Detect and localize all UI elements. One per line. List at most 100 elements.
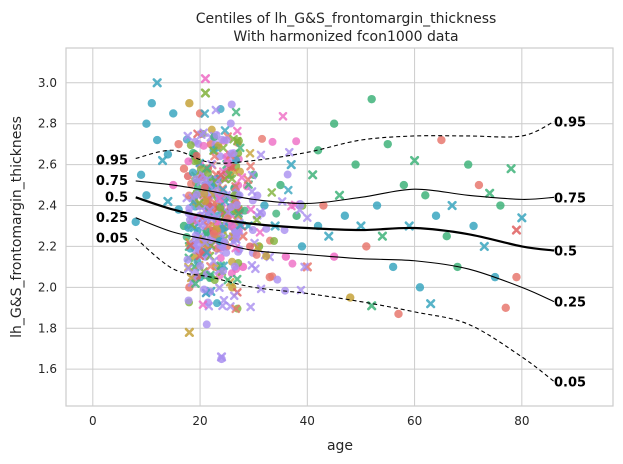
data-point-circle [394, 309, 403, 319]
centile-line-0-75 [135, 180, 555, 205]
data-point-circle [186, 141, 195, 150]
data-point-x [256, 150, 266, 160]
data-point-x [235, 143, 245, 153]
centile-label-right: 0.75 [554, 191, 586, 206]
data-point-circle [501, 303, 510, 313]
y-tick-label: 1.6 [38, 362, 57, 376]
data-point-x [216, 352, 227, 362]
data-point-circle [273, 275, 282, 284]
y-tick-label: 2.0 [38, 280, 57, 294]
centile-label-left: 0.05 [96, 231, 128, 246]
data-point-circle [512, 272, 521, 282]
data-point-x [233, 126, 242, 136]
data-point-circle [142, 191, 151, 200]
data-point-circle [362, 242, 371, 251]
data-point-circle [207, 125, 216, 134]
y-tick-label: 2.6 [38, 158, 57, 172]
data-point-x [409, 155, 420, 166]
data-point-x [209, 256, 218, 266]
data-point-circle [372, 201, 382, 210]
ticks-layer: 0 20 40 60 80 1.6 1.8 2.0 2.2 2.4 2.6 2.8 3.0 [38, 76, 530, 428]
data-point-circle [226, 119, 235, 128]
data-point-x [200, 109, 210, 118]
data-point-circle [415, 283, 425, 292]
data-point-circle [188, 168, 197, 177]
data-point-x [186, 240, 195, 250]
data-point-x [198, 300, 208, 309]
data-point-x [308, 170, 318, 180]
data-point-x [196, 177, 206, 187]
data-point-circle [147, 99, 157, 108]
data-point-x [237, 173, 247, 182]
data-point-x [247, 187, 257, 196]
data-point-x [246, 205, 256, 214]
data-point-circle [464, 160, 473, 169]
data-point-circle [340, 211, 350, 220]
data-point-x [300, 262, 309, 272]
x-tick-label: 20 [192, 414, 207, 428]
data-point-x [267, 188, 277, 197]
data-point-circle [202, 320, 211, 329]
data-point-x [157, 155, 168, 166]
data-point-circle [288, 259, 297, 268]
data-point-circle [292, 211, 301, 220]
x-tick-label: 40 [300, 414, 315, 428]
data-point-circle [292, 137, 301, 146]
x-tick-label: 80 [514, 414, 529, 428]
data-point-x [334, 190, 345, 200]
y-tick-label: 3.0 [38, 76, 57, 90]
data-point-circle [351, 160, 360, 169]
data-point-x [232, 274, 242, 284]
data-point-x [226, 302, 235, 311]
data-point-x [447, 200, 457, 211]
data-point-circle [442, 232, 451, 241]
data-point-x [215, 283, 224, 292]
data-point-x [152, 78, 162, 88]
data-point-circle [248, 196, 257, 205]
data-point-circle [296, 200, 305, 209]
data-point-x [200, 238, 210, 247]
data-point-circle [199, 141, 208, 150]
data-point-circle [212, 130, 221, 139]
data-point-circle [212, 299, 221, 308]
data-point-x [213, 175, 223, 185]
chart-subtitle: With harmonized fcon1000 data [233, 29, 458, 45]
data-point-x [245, 148, 255, 158]
centile-lines-layer [135, 121, 555, 382]
data-point-circle [184, 157, 193, 166]
data-point-x [252, 215, 262, 225]
data-point-x [231, 107, 241, 117]
data-point-circle [383, 139, 392, 149]
data-point-x [485, 188, 495, 198]
data-point-circle [399, 180, 409, 190]
data-point-circle [184, 191, 193, 200]
centile-label-right: 0.25 [554, 296, 586, 311]
data-point-x [223, 208, 233, 217]
data-point-x [295, 205, 305, 215]
chart-title: Centiles of lh_G&S_frontomargin_thicknes… [196, 11, 497, 27]
data-point-x [283, 185, 293, 195]
data-point-circle [185, 215, 194, 224]
plot-frame [65, 47, 614, 407]
data-point-x [255, 228, 265, 237]
y-axis-label: lh_G&S_frontomargin_thickness [9, 116, 25, 338]
data-point-x [220, 126, 230, 135]
data-point-circle [283, 170, 292, 179]
data-point-x [479, 241, 489, 252]
data-point-circle [437, 135, 446, 145]
data-point-circle [217, 354, 226, 364]
centile-label-left: 0.75 [96, 174, 128, 189]
data-point-circle [209, 229, 218, 238]
data-point-circle [152, 135, 162, 145]
data-point-x [232, 235, 241, 245]
data-point-x [229, 291, 239, 301]
data-point-x [243, 175, 253, 184]
data-point-x [278, 111, 288, 121]
data-point-x [183, 264, 193, 274]
data-point-circle [184, 296, 193, 305]
data-point-circle [131, 217, 140, 227]
centile-line-0-25 [135, 217, 555, 303]
y-tick-label: 2.4 [38, 199, 57, 213]
data-point-x [205, 205, 215, 215]
